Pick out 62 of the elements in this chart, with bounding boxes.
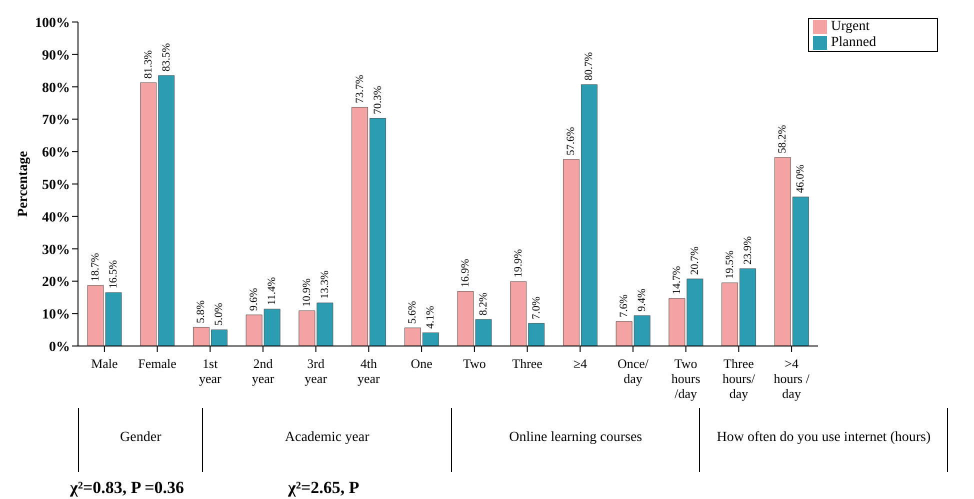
- data-label: 80.7%: [583, 52, 596, 81]
- x-tick-label: 4th year: [358, 356, 381, 386]
- y-tick-label: 0%: [49, 340, 70, 355]
- data-label: 18.7%: [90, 252, 102, 282]
- x-tick-label: Three hours/ day: [722, 356, 756, 401]
- data-label: 57.6%: [565, 126, 578, 156]
- x-tick-label: >4 hours / day: [774, 356, 810, 401]
- data-label: 83.5%: [160, 43, 172, 72]
- data-label: 11.4%: [266, 277, 278, 306]
- data-label: 20.7%: [688, 246, 701, 275]
- data-label: 10.9%: [300, 278, 313, 307]
- data-label: 14.7%: [670, 266, 683, 294]
- data-label: 46.0%: [794, 164, 807, 193]
- data-label: 4.1%: [424, 306, 437, 329]
- x-tick-label: One: [410, 356, 433, 371]
- data-label: 7.6%: [618, 294, 630, 318]
- x-tick-label: Once/ day: [617, 356, 649, 386]
- data-label: 19.9%: [512, 249, 524, 278]
- x-tick-label: ≥4: [573, 356, 588, 371]
- text: How often do you use internet (hours): [699, 408, 948, 472]
- y-axis-title: Percentage: [16, 151, 31, 217]
- y-tick-label: 100%: [35, 16, 70, 31]
- legend-label: Planned: [831, 35, 876, 50]
- y-tick-label: 60%: [42, 146, 70, 161]
- data-label: 5.0%: [213, 302, 226, 326]
- y-tick-label: 10%: [42, 308, 70, 323]
- x-tick-label: Three: [512, 356, 543, 371]
- text: Online learning courses: [450, 408, 700, 472]
- y-tick-label: 50%: [42, 178, 70, 193]
- x-tick-label: 3rd year: [304, 356, 328, 386]
- y-tick-label: 40%: [42, 210, 70, 226]
- text: χ²=0.83, P =0.36: [70, 478, 184, 498]
- y-tick-label: 70%: [42, 113, 70, 128]
- y-tick-label: 20%: [42, 275, 70, 290]
- x-tick-label: Male: [91, 356, 118, 371]
- data-label: 9.4%: [636, 288, 648, 312]
- data-label: 5.6%: [406, 300, 419, 324]
- y-tick-label: 90%: [42, 48, 70, 64]
- data-label: 16.5%: [108, 260, 120, 289]
- y-tick-label: 30%: [42, 242, 70, 258]
- data-label: 7.0%: [530, 296, 542, 320]
- data-label: 9.6%: [248, 288, 260, 311]
- legend-label: Urgent: [831, 19, 870, 34]
- data-label: 5.8%: [195, 300, 208, 324]
- data-label: 81.3%: [142, 50, 154, 79]
- data-label: 58.2%: [776, 125, 789, 154]
- x-tick-label: Female: [138, 356, 177, 371]
- data-label: 16.9%: [460, 258, 472, 288]
- text: χ²=2.65, P: [288, 478, 360, 498]
- text: Academic year: [202, 408, 451, 472]
- text: Gender: [78, 408, 202, 472]
- data-label: 23.9%: [742, 236, 754, 265]
- data-label: 8.2%: [478, 292, 490, 316]
- y-tick-label: 80%: [42, 80, 70, 96]
- x-tick-label: 2nd year: [252, 356, 275, 386]
- data-label: 73.7%: [354, 74, 366, 104]
- data-label: 19.5%: [724, 250, 736, 279]
- x-tick-label: Two hours /day: [671, 356, 700, 401]
- x-tick-label: Two: [462, 356, 486, 371]
- data-label: 13.3%: [318, 270, 331, 299]
- data-label: 70.3%: [372, 86, 384, 114]
- x-tick-label: 1st year: [198, 356, 222, 386]
